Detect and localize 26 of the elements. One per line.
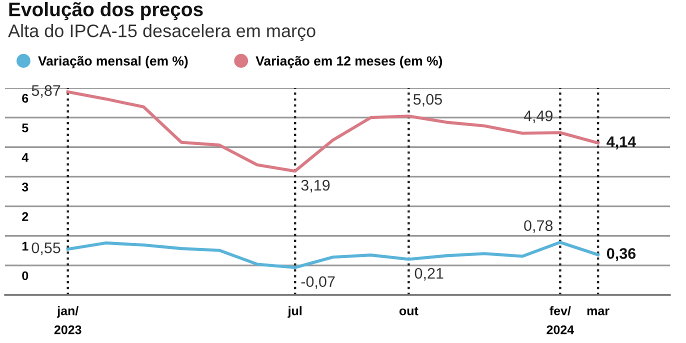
data-label: 0,36 (606, 248, 636, 262)
data-label: 0,21 (414, 268, 444, 281)
legend-label: Variação em 12 meses (em %) (256, 56, 442, 68)
data-label: 4,14 (606, 136, 636, 150)
x-tick-label: out (399, 307, 418, 316)
data-label: 0,78 (524, 220, 553, 233)
data-label: 0,55 (32, 242, 60, 256)
x-tick-label: mar (587, 308, 610, 316)
data-label: 3,19 (301, 180, 330, 192)
y-tick-label: 1 (22, 242, 28, 250)
y-tick-label: 0 (22, 271, 28, 280)
x-tick-label: fev/ 2024 (546, 306, 574, 334)
y-tick-label: 2 (22, 212, 28, 221)
y-tick-label: 6 (22, 94, 28, 103)
y-tick-label: 3 (22, 182, 28, 192)
chart-subtitle: Alta do IPCA-15 desacelera em março (8, 24, 316, 41)
data-label: 4,49 (524, 110, 553, 124)
x-tick-label: jul (288, 306, 302, 318)
data-label: -0,07 (301, 276, 335, 289)
data-label: 5,87 (32, 85, 60, 98)
y-tick-label: 4 (22, 153, 29, 162)
x-tick-label: jan/ 2023 (54, 306, 82, 334)
chart-title: Evolução dos preços (9, 2, 203, 20)
y-tick-label: 5 (22, 124, 28, 132)
legend-label: Variação mensal (em %) (38, 56, 188, 68)
data-label: 5,05 (413, 94, 442, 107)
